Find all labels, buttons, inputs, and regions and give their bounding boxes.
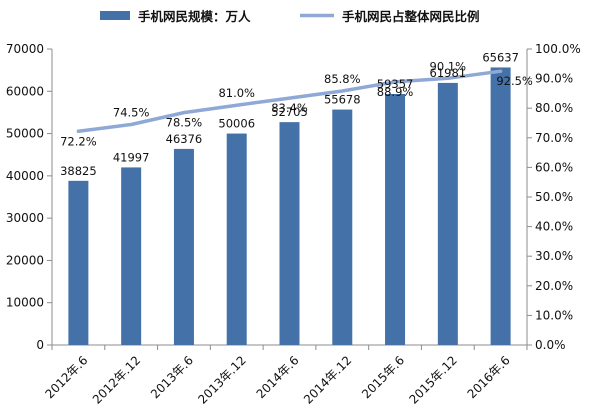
x-tick-label: 2015年.6 [359, 353, 407, 401]
bar [121, 167, 142, 345]
line-value-label: 83.4% [271, 101, 308, 115]
line-value-label: 72.2% [60, 134, 97, 148]
legend-swatch-bars [100, 11, 130, 20]
bar [490, 67, 511, 346]
bar [437, 82, 458, 346]
bar-value-label: 52705 [271, 105, 308, 119]
x-tick-label: 2012年.6 [42, 353, 90, 401]
y-right-tick-label: 70.0% [535, 131, 573, 145]
y-left-tick-label: 20000 [6, 253, 44, 267]
y-right-tick-label: 90.0% [535, 72, 573, 86]
bar [385, 94, 406, 345]
bar [279, 122, 300, 345]
y-left-tick-label: 60000 [6, 84, 44, 98]
x-tick-label: 2014年.12 [301, 353, 354, 406]
y-right-tick-label: 30.0% [535, 249, 573, 263]
bar [68, 180, 89, 345]
bar-value-label: 61981 [430, 66, 467, 80]
y-right-tick-label: 0.0% [535, 338, 566, 352]
y-right-tick-label: 60.0% [535, 160, 573, 174]
legend-label-bars: 手机网民规模：万人 [138, 9, 251, 24]
y-left-tick-label: 70000 [6, 42, 44, 56]
y-right-tick-label: 20.0% [535, 279, 573, 293]
bar-value-label: 38825 [60, 164, 97, 178]
line-value-label: 81.0% [218, 86, 255, 100]
line-value-label: 88.9% [377, 85, 414, 99]
y-left-tick-label: 50000 [6, 127, 44, 141]
bar-value-label: 65637 [482, 50, 519, 64]
y-left-tick-label: 10000 [6, 296, 44, 310]
x-tick-label: 2013年.12 [195, 353, 248, 406]
ratio-line [76, 69, 503, 134]
bar-value-label: 41997 [113, 150, 150, 164]
x-tick-label: 2015年.12 [406, 353, 459, 406]
y-left-tick-label: 40000 [6, 169, 44, 183]
bar-value-label: 50006 [218, 117, 255, 131]
x-tick-label: 2014年.6 [254, 353, 302, 401]
bar-value-label: 55678 [324, 93, 361, 107]
bar [173, 148, 194, 345]
y-right-tick-label: 80.0% [535, 101, 573, 115]
line-value-label: 78.5% [166, 116, 203, 130]
line-value-label: 90.1% [430, 59, 467, 73]
x-tick-label: 2012年.12 [90, 353, 143, 406]
x-tick-label: 2016年.6 [465, 353, 513, 401]
line-value-label: 74.5% [113, 105, 150, 119]
y-right-tick-label: 10.0% [535, 308, 573, 322]
bar [332, 109, 353, 345]
y-right-tick-label: 100.0% [535, 42, 581, 56]
y-left-tick-label: 0 [36, 338, 44, 352]
y-left-tick-label: 30000 [6, 211, 44, 225]
line-value-label: 92.5% [496, 74, 533, 88]
y-right-tick-label: 50.0% [535, 190, 573, 204]
bar [226, 133, 247, 345]
y-right-tick-label: 40.0% [535, 220, 573, 234]
x-tick-label: 2013年.6 [148, 353, 196, 401]
bar-value-label: 59357 [377, 77, 414, 91]
bar-value-label: 46376 [166, 132, 203, 146]
line-value-label: 85.8% [324, 72, 361, 86]
legend-label-line: 手机网民占整体网民比例 [342, 9, 480, 24]
